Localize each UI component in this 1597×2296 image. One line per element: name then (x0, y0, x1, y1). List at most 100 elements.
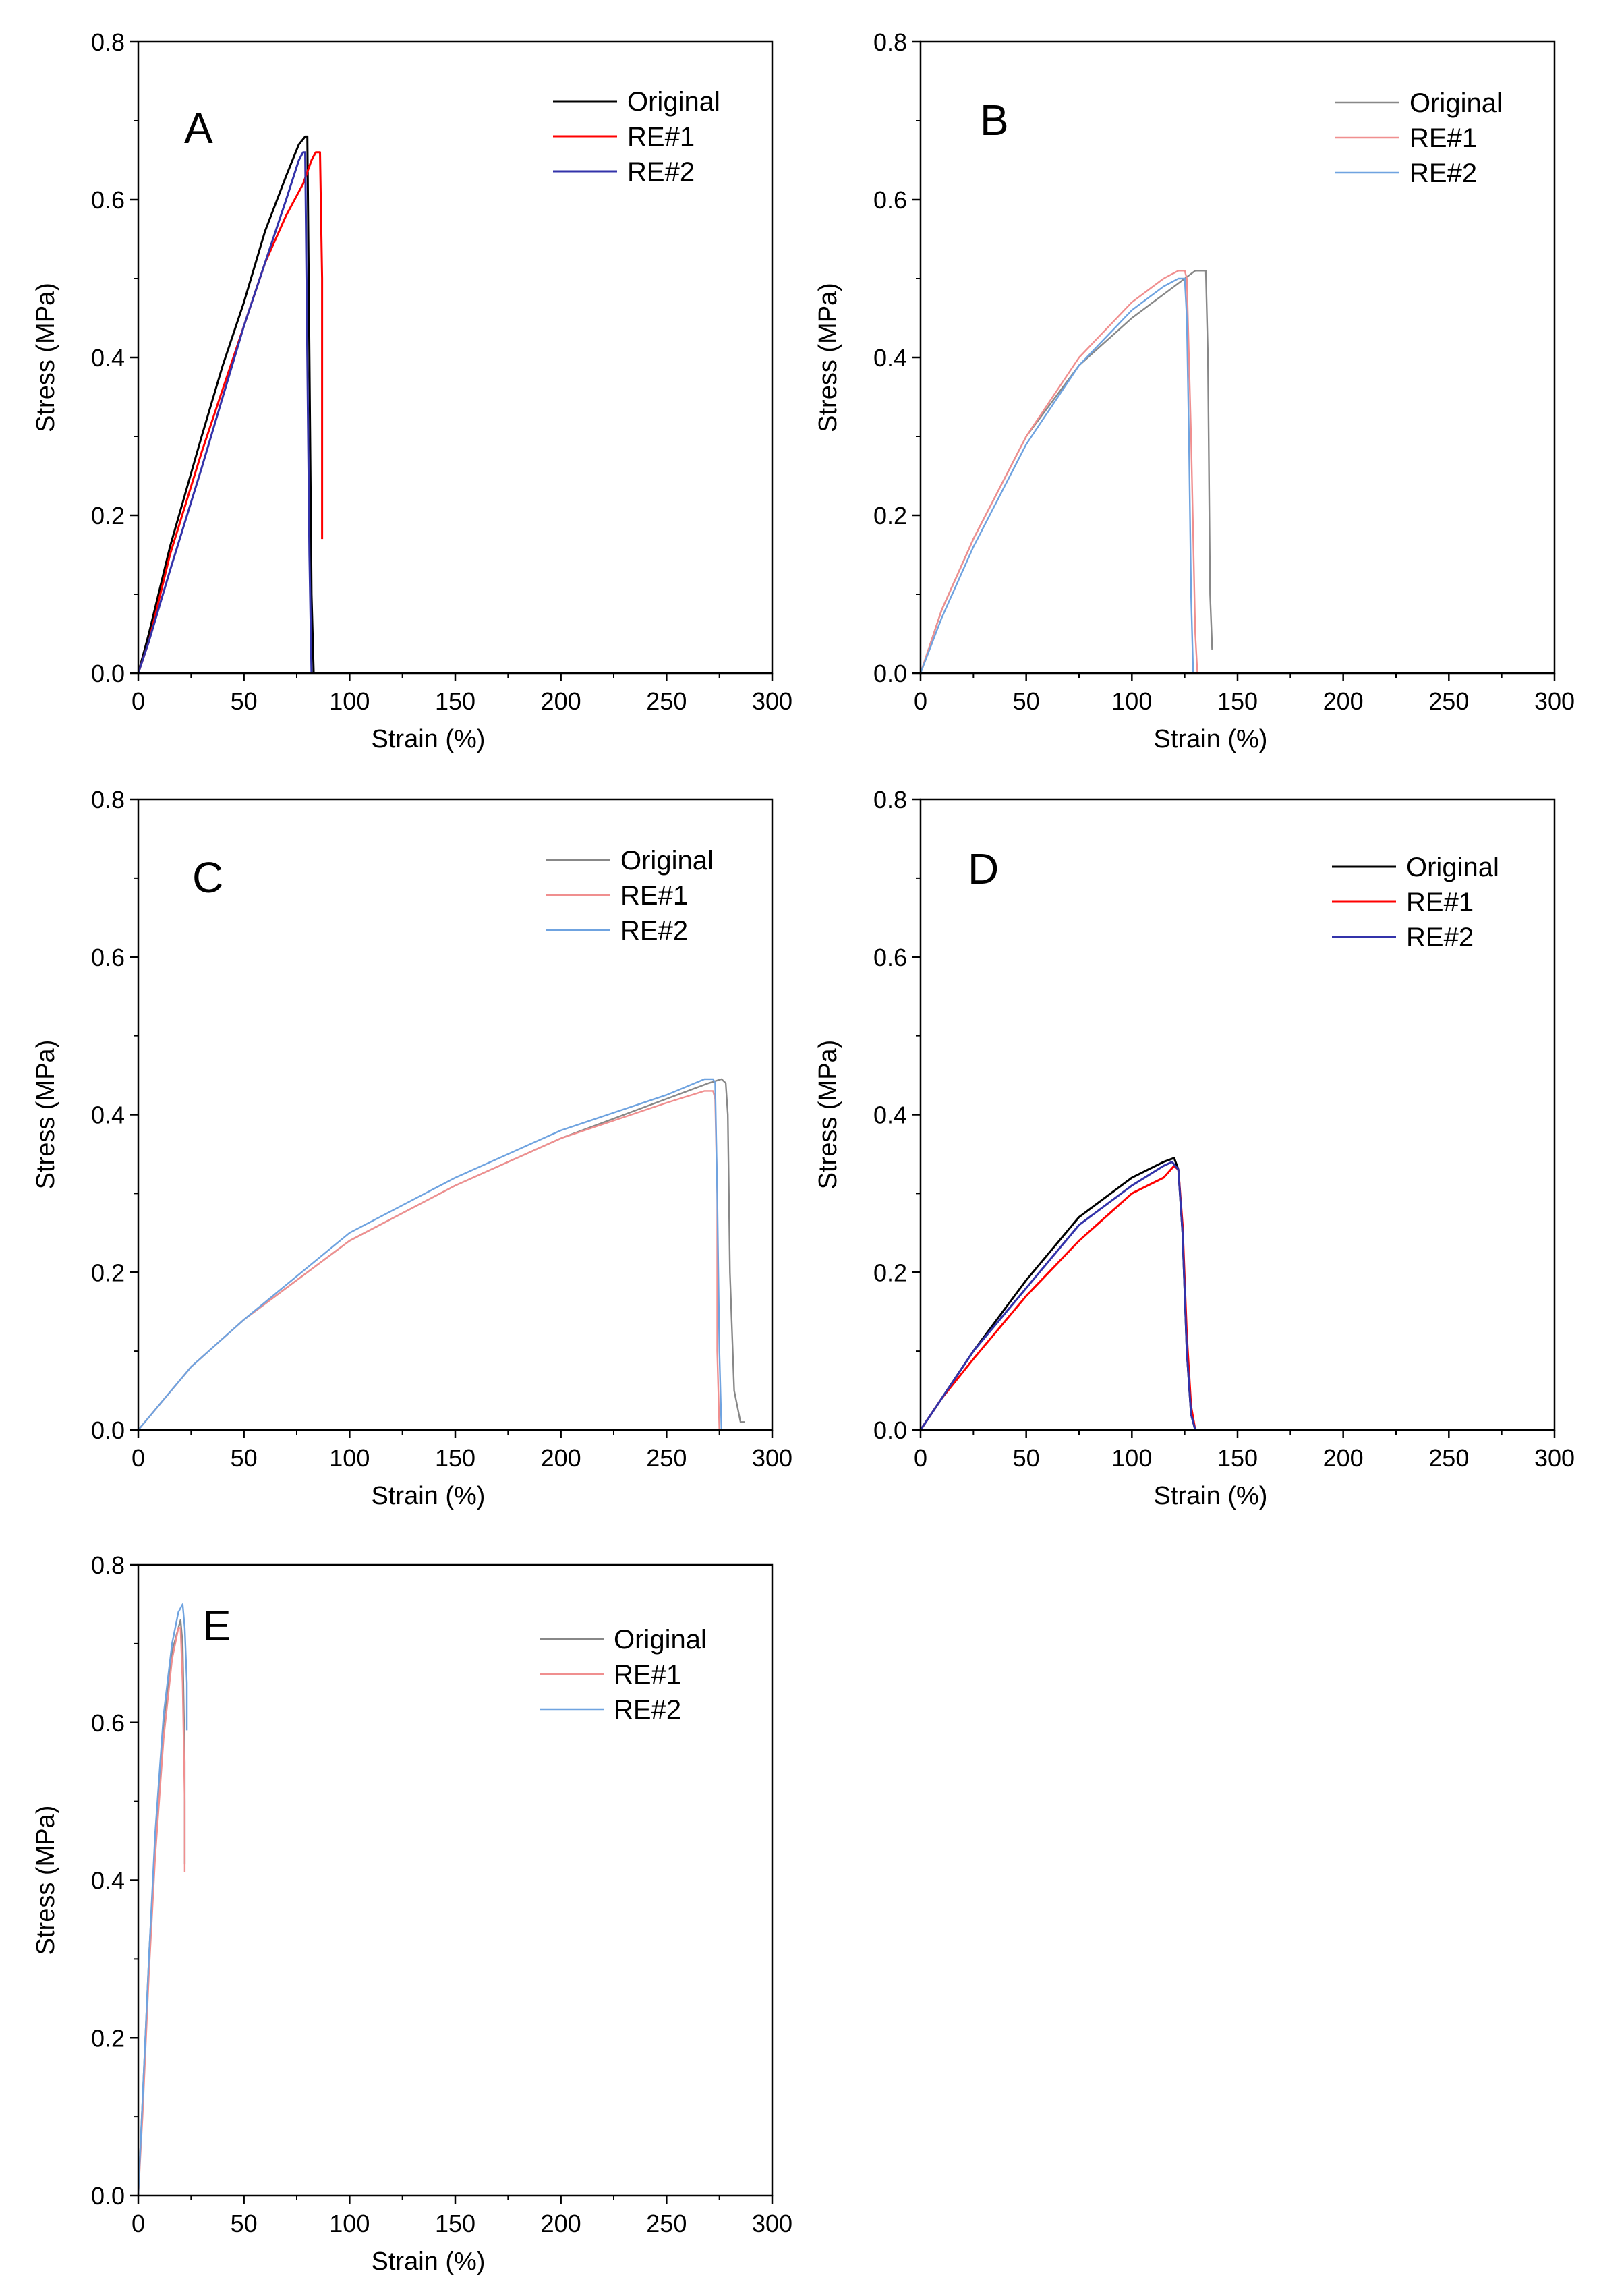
panel-e-y-tick-label: 0.2 (91, 2024, 125, 2052)
panel-e-y-axis-title: Stress (MPa) (32, 1806, 60, 1955)
panel-a-series-re2 (137, 151, 313, 674)
panel-d-y-tick-label: 0.2 (873, 1259, 907, 1286)
panel-a: 0 50 100 150 200 250 300 0.0 0.2 0.4 0.6 0.8 Strain … (32, 28, 792, 753)
panel-b-y-tick-label: 0.0 (873, 660, 907, 687)
panel-a-x-tick-label: 50 (231, 687, 258, 715)
panel-e-letter: E (202, 1601, 231, 1650)
panel-d-x-tick-label: 150 (1217, 1444, 1258, 1472)
panel-a-x-tick-label: 300 (752, 687, 792, 715)
panel-c-x-tick-label: 100 (329, 1444, 370, 1472)
panel-c-legend-label: Original (620, 846, 714, 876)
panel-b-legend: Original RE#1 RE#2 (1335, 88, 1503, 188)
panel-a-x-tick-label: 200 (541, 687, 581, 715)
panel-b-y-tick-label: 0.6 (873, 186, 907, 214)
panel-c-y-tick-label: 0.8 (91, 786, 125, 813)
panel-c-x-tick-label: 50 (231, 1444, 258, 1472)
panel-c-x-tick-label: 0 (132, 1444, 145, 1472)
panel-e-y-tick-label: 0.6 (91, 1709, 125, 1737)
panel-b-x-tick-label: 150 (1217, 687, 1258, 715)
panel-e: 0 50 100 150 200 250 300 0.0 0.2 0.4 0.6 0.8 Strain … (32, 1551, 792, 2276)
panel-b-x-tick-label: 200 (1323, 687, 1364, 715)
panel-e-series-re2 (137, 1603, 188, 2196)
panel-a-letter: A (184, 104, 213, 152)
panel-c-legend-label: RE#2 (620, 916, 688, 946)
panel-c-x-tick-label: 150 (435, 1444, 475, 1472)
panel-d-x-tick-label: 250 (1428, 1444, 1469, 1472)
panel-d-y-tick-label: 0.6 (873, 944, 907, 971)
panel-b-legend-label: RE#2 (1410, 159, 1477, 188)
panel-d-legend: Original RE#1 RE#2 (1332, 853, 1499, 952)
panel-c-letter: C (192, 853, 223, 902)
panel-b-y-tick-label: 0.2 (873, 502, 907, 529)
panel-d-y-tick-label: 0.4 (873, 1101, 907, 1129)
panel-d-x-tick-label: 300 (1534, 1444, 1575, 1472)
panel-d-x-axis-title: Strain (%) (1154, 1482, 1268, 1510)
panel-e-y-tick-label: 0.8 (91, 1551, 125, 1579)
panel-c-y-tick-label: 0.2 (91, 1259, 125, 1286)
panel-c-series-original (138, 1078, 745, 1431)
panel-e-legend-label: Original (614, 1625, 707, 1655)
panel-d: 0 50 100 150 200 250 300 0.0 0.2 0.4 0.6 0.8 Strain … (814, 786, 1575, 1510)
panel-a-series-re1 (137, 151, 324, 674)
panel-c-y-axis-title: Stress (MPa) (32, 1040, 60, 1190)
panel-b-x-tick-label: 300 (1534, 687, 1575, 715)
panel-a-legend-label: Original (627, 87, 720, 117)
panel-e-x-tick-label: 200 (541, 2210, 581, 2237)
panel-b-x-tick-label: 100 (1111, 687, 1152, 715)
panel-c-legend: Original RE#1 RE#2 (546, 846, 714, 946)
panel-a-x-tick-label: 0 (132, 687, 145, 715)
panel-c-y-tick-label: 0.4 (91, 1101, 125, 1129)
panel-d-x-tick-label: 0 (914, 1444, 927, 1472)
panel-e-legend: Original RE#1 RE#2 (540, 1625, 707, 1725)
panel-b-x-tick-label: 50 (1013, 687, 1040, 715)
panel-e-y-tick-label: 0.4 (91, 1867, 125, 1895)
panel-e-x-tick-label: 50 (231, 2210, 258, 2237)
panel-c-x-tick-label: 250 (646, 1444, 687, 1472)
panel-c-series-re2 (138, 1078, 722, 1431)
panel-c-series-re1 (138, 1090, 720, 1431)
panel-c-x-tick-label: 300 (752, 1444, 792, 1472)
panel-a-y-axis-title: Stress (MPa) (32, 283, 60, 432)
panel-e-x-tick-label: 300 (752, 2210, 792, 2237)
panel-a-series-original (137, 135, 315, 674)
panel-a-x-axis-title: Strain (%) (372, 725, 486, 753)
panel-b-y-axis-title: Stress (MPa) (814, 283, 842, 432)
panel-e-x-tick-label: 250 (646, 2210, 687, 2237)
panel-d-legend-label: Original (1406, 853, 1499, 882)
panel-b-x-axis-title: Strain (%) (1154, 725, 1268, 753)
panel-d-letter: D (968, 844, 999, 893)
panel-b: 0 50 100 150 200 250 300 0.0 0.2 0.4 0.6 0.8 Strain … (814, 28, 1575, 753)
panel-e-x-tick-label: 0 (132, 2210, 145, 2237)
panel-a-x-tick-label: 150 (435, 687, 475, 715)
panel-b-legend-label: RE#1 (1410, 123, 1477, 153)
panel-b-letter: B (980, 96, 1009, 144)
panel-e-y-tick-label: 0.0 (91, 2182, 125, 2210)
panel-d-x-tick-label: 100 (1111, 1444, 1152, 1472)
panel-c: 0 50 100 150 200 250 300 0.0 0.2 0.4 0.6 0.8 Strain … (32, 786, 792, 1510)
panel-d-x-tick-label: 50 (1013, 1444, 1040, 1472)
panel-b-x-tick-label: 0 (914, 687, 927, 715)
panel-d-legend-label: RE#1 (1406, 888, 1474, 917)
panel-a-legend-label: RE#1 (627, 122, 695, 152)
panel-b-series-re1 (919, 270, 1198, 674)
panel-a-x-tick-label: 250 (646, 687, 687, 715)
panel-e-x-tick-label: 150 (435, 2210, 475, 2237)
panel-d-series-original (919, 1157, 1196, 1431)
panel-c-legend-label: RE#1 (620, 881, 688, 911)
panel-d-y-tick-label: 0.0 (873, 1416, 907, 1444)
panel-a-legend: Original RE#1 RE#2 (553, 87, 720, 187)
panel-b-series-re2 (919, 277, 1194, 674)
panel-c-x-axis-title: Strain (%) (372, 1482, 486, 1510)
panel-a-y-tick-label: 0.0 (91, 660, 125, 687)
panel-d-legend-label: RE#2 (1406, 923, 1474, 952)
panel-e-legend-label: RE#2 (614, 1695, 681, 1725)
panel-b-series-original (919, 270, 1213, 674)
panel-e-series-original (137, 1619, 186, 2196)
panel-b-legend-label: Original (1410, 88, 1503, 118)
panel-b-y-tick-label: 0.8 (873, 28, 907, 56)
panel-e-legend-label: RE#1 (614, 1660, 681, 1690)
panel-a-legend-label: RE#2 (627, 157, 695, 187)
panel-a-x-tick-label: 100 (329, 687, 370, 715)
panel-e-series-re1 (137, 1627, 186, 2196)
